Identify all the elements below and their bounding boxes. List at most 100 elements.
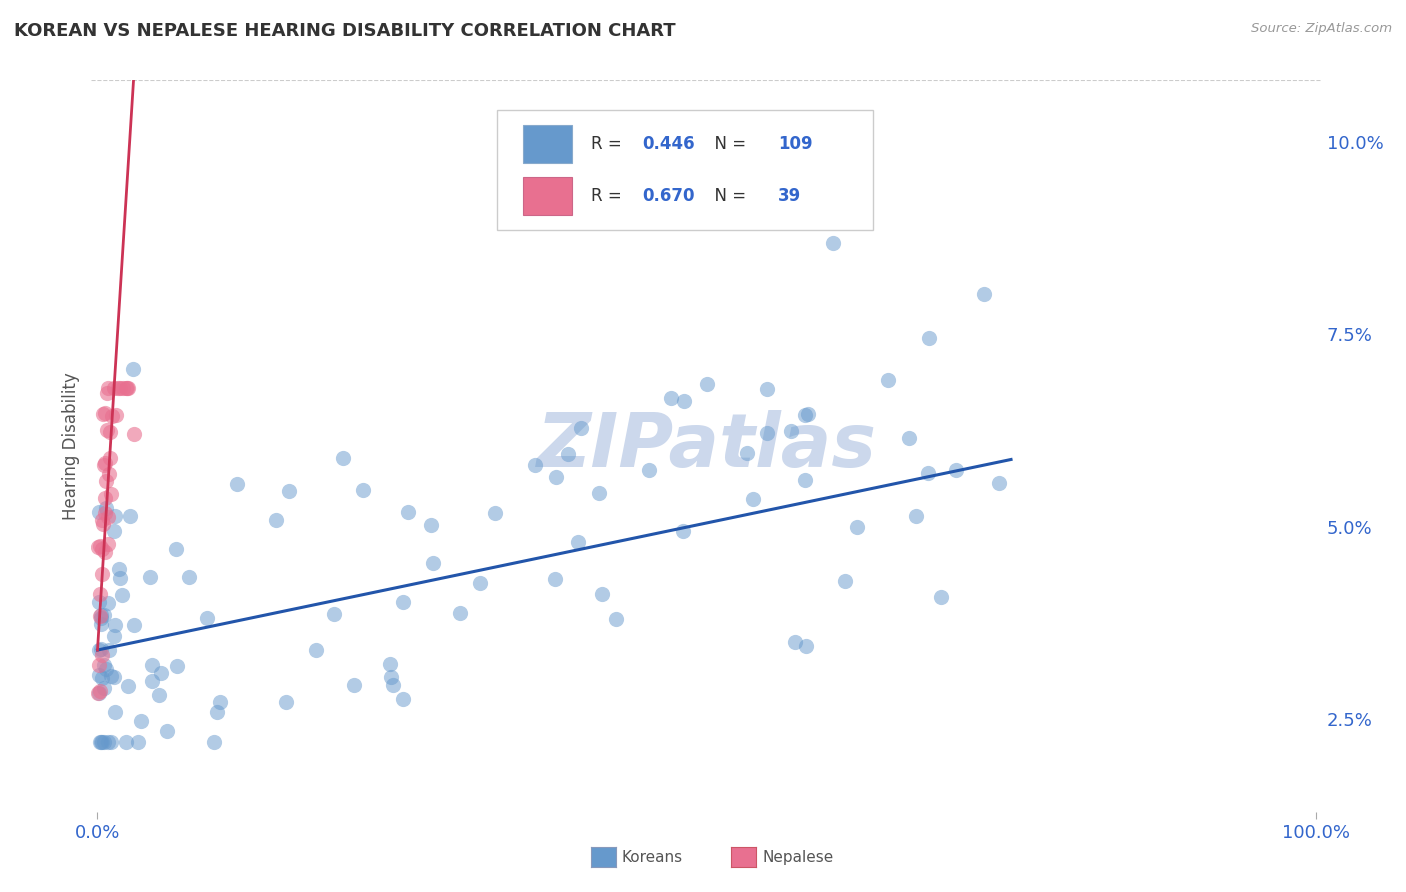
Point xyxy=(117,381,139,395)
Point xyxy=(673,393,696,408)
Point xyxy=(305,642,328,657)
Point xyxy=(112,381,135,395)
Point xyxy=(103,629,125,643)
Point xyxy=(100,486,122,500)
Point xyxy=(94,500,117,515)
Point xyxy=(93,681,115,696)
Text: 0.670: 0.670 xyxy=(643,187,695,205)
Point xyxy=(797,407,820,421)
Point xyxy=(94,545,117,559)
Point xyxy=(396,505,419,519)
Point xyxy=(90,648,112,662)
Point xyxy=(661,391,683,405)
Point xyxy=(87,686,110,700)
Point xyxy=(468,575,491,590)
Point xyxy=(90,513,112,527)
Point xyxy=(117,679,139,693)
Point xyxy=(129,714,152,729)
Point xyxy=(94,474,117,488)
Point xyxy=(97,642,120,657)
Point xyxy=(166,659,188,673)
Point xyxy=(127,735,149,749)
Text: ZIPatlas: ZIPatlas xyxy=(537,409,876,483)
Point xyxy=(898,431,921,445)
Point xyxy=(202,735,225,749)
Point xyxy=(524,458,547,472)
Point xyxy=(94,491,117,505)
Point xyxy=(101,409,124,424)
Point xyxy=(195,611,218,625)
Point xyxy=(104,408,127,422)
Point xyxy=(94,456,117,470)
Point xyxy=(779,425,801,439)
Point xyxy=(110,588,132,602)
Point xyxy=(794,640,817,654)
Point xyxy=(93,458,115,473)
Point xyxy=(100,669,122,683)
Point xyxy=(103,381,125,395)
Point xyxy=(225,477,247,491)
Text: N =: N = xyxy=(704,135,751,153)
Point xyxy=(94,406,117,420)
Point xyxy=(103,706,125,720)
Point xyxy=(107,381,129,395)
Point xyxy=(114,735,136,749)
Point xyxy=(785,634,807,648)
FancyBboxPatch shape xyxy=(523,125,572,163)
Point xyxy=(988,475,1011,490)
Point xyxy=(569,421,592,435)
Point xyxy=(97,735,120,749)
Text: Koreans: Koreans xyxy=(621,850,682,864)
Point xyxy=(90,671,112,685)
Point xyxy=(605,612,627,626)
Point xyxy=(98,451,121,466)
Point xyxy=(207,705,229,719)
Point xyxy=(793,473,815,487)
Point xyxy=(89,539,111,553)
FancyBboxPatch shape xyxy=(523,177,572,215)
Point xyxy=(89,608,111,623)
Point xyxy=(98,425,121,439)
Point xyxy=(91,567,114,582)
Point xyxy=(120,508,142,523)
Text: 0.446: 0.446 xyxy=(643,135,695,153)
Point xyxy=(107,562,129,576)
Point xyxy=(93,506,115,520)
Point xyxy=(567,535,589,549)
Point xyxy=(179,570,201,584)
FancyBboxPatch shape xyxy=(498,110,873,230)
Point xyxy=(266,513,288,527)
Point xyxy=(87,540,110,554)
Point xyxy=(918,331,941,345)
Point xyxy=(87,668,110,682)
Point xyxy=(87,506,110,520)
Point xyxy=(332,451,354,466)
Point xyxy=(755,382,778,396)
Point xyxy=(90,735,112,749)
Point xyxy=(793,408,815,422)
Point xyxy=(96,423,118,437)
Point xyxy=(637,463,659,477)
Point xyxy=(905,508,928,523)
Point xyxy=(420,517,443,532)
Point xyxy=(544,572,567,586)
Point xyxy=(91,516,114,531)
Point xyxy=(422,556,444,570)
Text: R =: R = xyxy=(591,187,627,205)
Point xyxy=(122,427,145,442)
Point xyxy=(391,692,413,706)
Text: Source: ZipAtlas.com: Source: ZipAtlas.com xyxy=(1251,22,1392,36)
Point xyxy=(591,587,613,601)
Point xyxy=(108,571,131,585)
Point xyxy=(672,524,695,539)
Point xyxy=(821,235,844,250)
Point xyxy=(97,509,120,524)
Point xyxy=(352,483,374,498)
Point xyxy=(103,524,125,538)
Point xyxy=(876,373,898,387)
Point xyxy=(89,684,111,698)
Point xyxy=(100,735,122,749)
Point xyxy=(380,670,402,684)
Point xyxy=(90,607,112,622)
Point xyxy=(93,658,115,673)
